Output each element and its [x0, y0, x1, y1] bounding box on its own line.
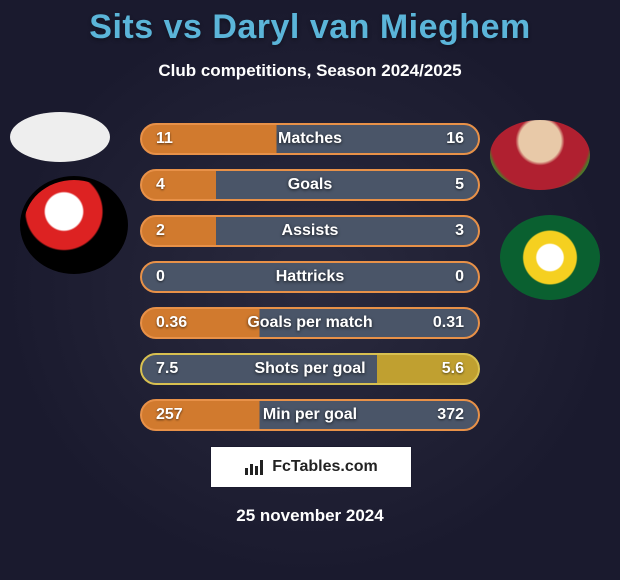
stat-row: 0Hattricks0 [140, 261, 480, 293]
stat-value-right: 0.31 [424, 314, 464, 332]
stat-value-right: 372 [424, 406, 464, 424]
date-text: 25 november 2024 [0, 506, 620, 526]
stat-value-right: 0 [424, 268, 464, 286]
stat-value-left: 7.5 [156, 360, 196, 378]
site-logo: FcTables.com [210, 446, 412, 488]
site-logo-text: FcTables.com [272, 458, 378, 476]
subtitle: Club competitions, Season 2024/2025 [0, 61, 620, 81]
stat-row: 7.5Shots per goal5.6 [140, 353, 480, 385]
stat-value-left: 11 [156, 130, 196, 148]
infographic-container: Sits vs Daryl van Mieghem Club competiti… [0, 0, 620, 580]
stat-value-right: 16 [424, 130, 464, 148]
stat-row: 4Goals5 [140, 169, 480, 201]
stats-area: 11Matches16 4Goals5 2Assists3 0Hattricks0 0.… [0, 123, 620, 443]
stat-value-left: 257 [156, 406, 196, 424]
stat-row: 257Min per goal372 [140, 399, 480, 431]
stat-value-right: 3 [424, 222, 464, 240]
stat-row: 11Matches16 [140, 123, 480, 155]
stat-value-left: 4 [156, 176, 196, 194]
stat-row: 0.36Goals per match0.31 [140, 307, 480, 339]
bars-icon [244, 458, 266, 476]
stat-value-left: 0.36 [156, 314, 196, 332]
stat-value-left: 0 [156, 268, 196, 286]
stat-row: 2Assists3 [140, 215, 480, 247]
page-title: Sits vs Daryl van Mieghem [0, 0, 620, 47]
stat-value-right: 5.6 [424, 360, 464, 378]
stat-value-right: 5 [424, 176, 464, 194]
stat-value-left: 2 [156, 222, 196, 240]
